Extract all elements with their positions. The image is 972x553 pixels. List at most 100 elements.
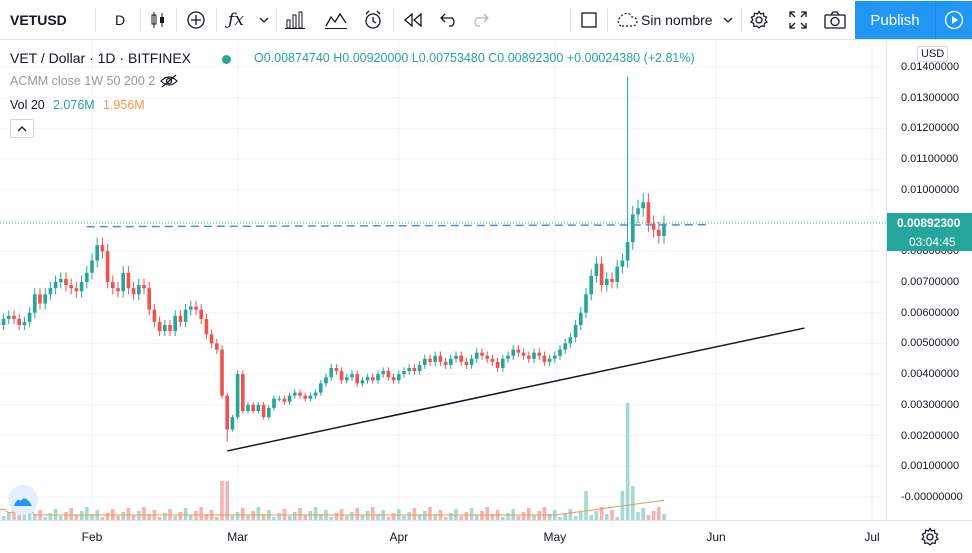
volume-bar [407,512,412,521]
add-indicator-icon[interactable] [183,0,209,40]
hidden-eye-icon[interactable] [160,74,178,93]
candle-body [282,398,287,402]
collapse-legend-button[interactable] [10,119,34,138]
price-tick-label: 0.01200000 [901,122,960,135]
candle-body [38,294,42,304]
volume-bar [630,486,635,521]
symbol-search[interactable]: VETUSD [10,12,67,28]
volume-bar [542,507,547,521]
play-icon[interactable] [935,1,972,39]
indicator-label: ACMM close 1W 50 200 2 [10,74,156,88]
undo-icon[interactable] [437,0,461,40]
candle-body [438,355,443,362]
candle-body [386,371,391,378]
layout-name[interactable]: Sin nombre [641,12,713,28]
chevron-down-icon[interactable] [255,0,273,40]
volume-bar [568,509,573,521]
volume-bar [116,516,120,521]
candle-body [506,355,510,359]
candle-body [17,318,22,325]
time-tick-label: Apr [389,530,409,544]
volume-bar [162,513,167,521]
volume-bar [1,516,6,521]
price-axis[interactable]: USD 0.01400000 0.01300000 0.01200000 0.0110… [886,41,972,520]
candle-body [246,404,250,411]
volume-bar [334,513,339,521]
candle-body [474,352,479,359]
volume-bar [136,511,141,521]
volume-bar [157,517,162,521]
volume-bar [32,514,37,521]
volume-bar [235,512,240,521]
volume-bar [604,514,609,521]
market-status-dot [222,55,231,64]
alert-icon[interactable] [360,0,386,40]
candle-body [199,309,204,319]
redo-icon[interactable] [468,0,492,40]
candle-body [417,364,422,372]
candle-body [625,242,630,261]
volume-bar [84,507,89,521]
candle-body [32,294,37,313]
candle-body [542,355,547,362]
candle-body [183,309,188,322]
candle-body [240,374,245,411]
candle-body [121,272,126,292]
volume-bar [360,515,365,521]
currency-label[interactable]: USD [917,46,949,62]
volume-bar [578,512,583,521]
fx-icon[interactable]: ƒx [228,10,244,30]
candle-body [194,306,198,310]
volume-bar [240,508,245,521]
volume-bar [459,516,464,521]
volume-bar [272,517,276,521]
volume-bar [547,514,552,521]
candle-body [334,368,339,372]
publish-button[interactable]: Publish [855,1,935,39]
fullscreen-icon[interactable] [785,0,811,40]
candle-body [261,404,266,418]
candle-body [391,377,396,381]
candles-icon[interactable] [145,0,171,40]
candle-body [615,266,620,282]
square-icon[interactable] [578,0,600,40]
tradingview-logo-icon[interactable] [8,485,38,515]
volume-bar [474,515,479,521]
layout-chevron-icon[interactable] [720,0,736,40]
volume-bar [563,513,568,521]
candle-body [610,278,614,282]
volume-bar [376,514,380,521]
price-tick-label: 0.01300000 [901,91,960,104]
candle-body [355,374,360,384]
candle-body [298,392,302,396]
countdown-label: 03:04:45 [887,232,972,251]
volume-bar [433,514,438,521]
candle-body [220,349,224,396]
volume-bar [251,511,256,521]
volume-bar [131,515,136,521]
settings-gear-icon[interactable] [920,527,940,552]
candle-body [365,377,370,381]
volume-bar [370,507,375,521]
volume-bar [27,507,32,521]
camera-icon[interactable] [822,0,848,40]
interval-button[interactable]: D [114,12,126,28]
candle-body [360,380,365,384]
candle-body [433,355,438,362]
price-tick-label: 0.00100000 [901,460,960,473]
resistance-line [86,223,711,228]
bar-chart-icon[interactable] [282,0,308,40]
time-axis[interactable]: Feb Mar Apr May Jun Jul [0,520,972,553]
chart-pane[interactable] [0,41,886,521]
gear-icon[interactable] [746,0,772,40]
candle-body [136,285,141,295]
time-tick-label: Jul [864,530,880,544]
volume-bar [573,516,578,521]
replay-icon[interactable] [400,0,426,40]
candle-body [90,260,94,273]
candle-body [480,352,484,356]
volume-bar [490,514,495,521]
top-toolbar: VETUSD D ƒx Sin nombre [0,0,972,40]
line-chart-icon[interactable] [322,0,350,40]
candle-body [381,371,386,375]
